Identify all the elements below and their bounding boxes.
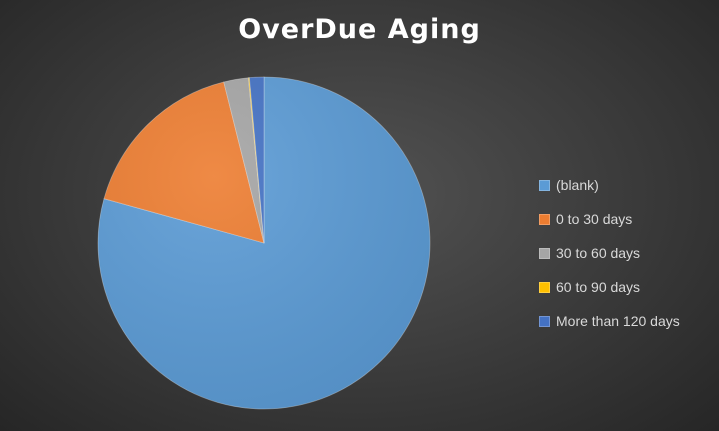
legend-item-1: 0 to 30 days: [539, 202, 680, 236]
legend-item-2: 30 to 60 days: [539, 236, 680, 270]
legend-label: 60 to 90 days: [556, 279, 641, 295]
legend-label: More than 120 days: [556, 313, 680, 329]
legend-item-4: More than 120 days: [539, 304, 680, 338]
legend-swatch: [539, 281, 550, 293]
legend-swatch: [539, 213, 550, 225]
legend-swatch: [539, 315, 550, 327]
legend-item-0: (blank): [539, 168, 680, 202]
chart-title: OverDue Aging: [238, 14, 481, 45]
legend-swatch: [539, 247, 550, 259]
legend-item-3: 60 to 90 days: [539, 270, 680, 304]
legend-label: 30 to 60 days: [556, 245, 641, 261]
legend-label: 0 to 30 days: [556, 211, 633, 227]
legend-swatch: [539, 179, 550, 191]
legend-label: (blank): [556, 177, 599, 193]
chart-legend: (blank) 0 to 30 days 30 to 60 days 60 to 90…: [539, 168, 680, 338]
